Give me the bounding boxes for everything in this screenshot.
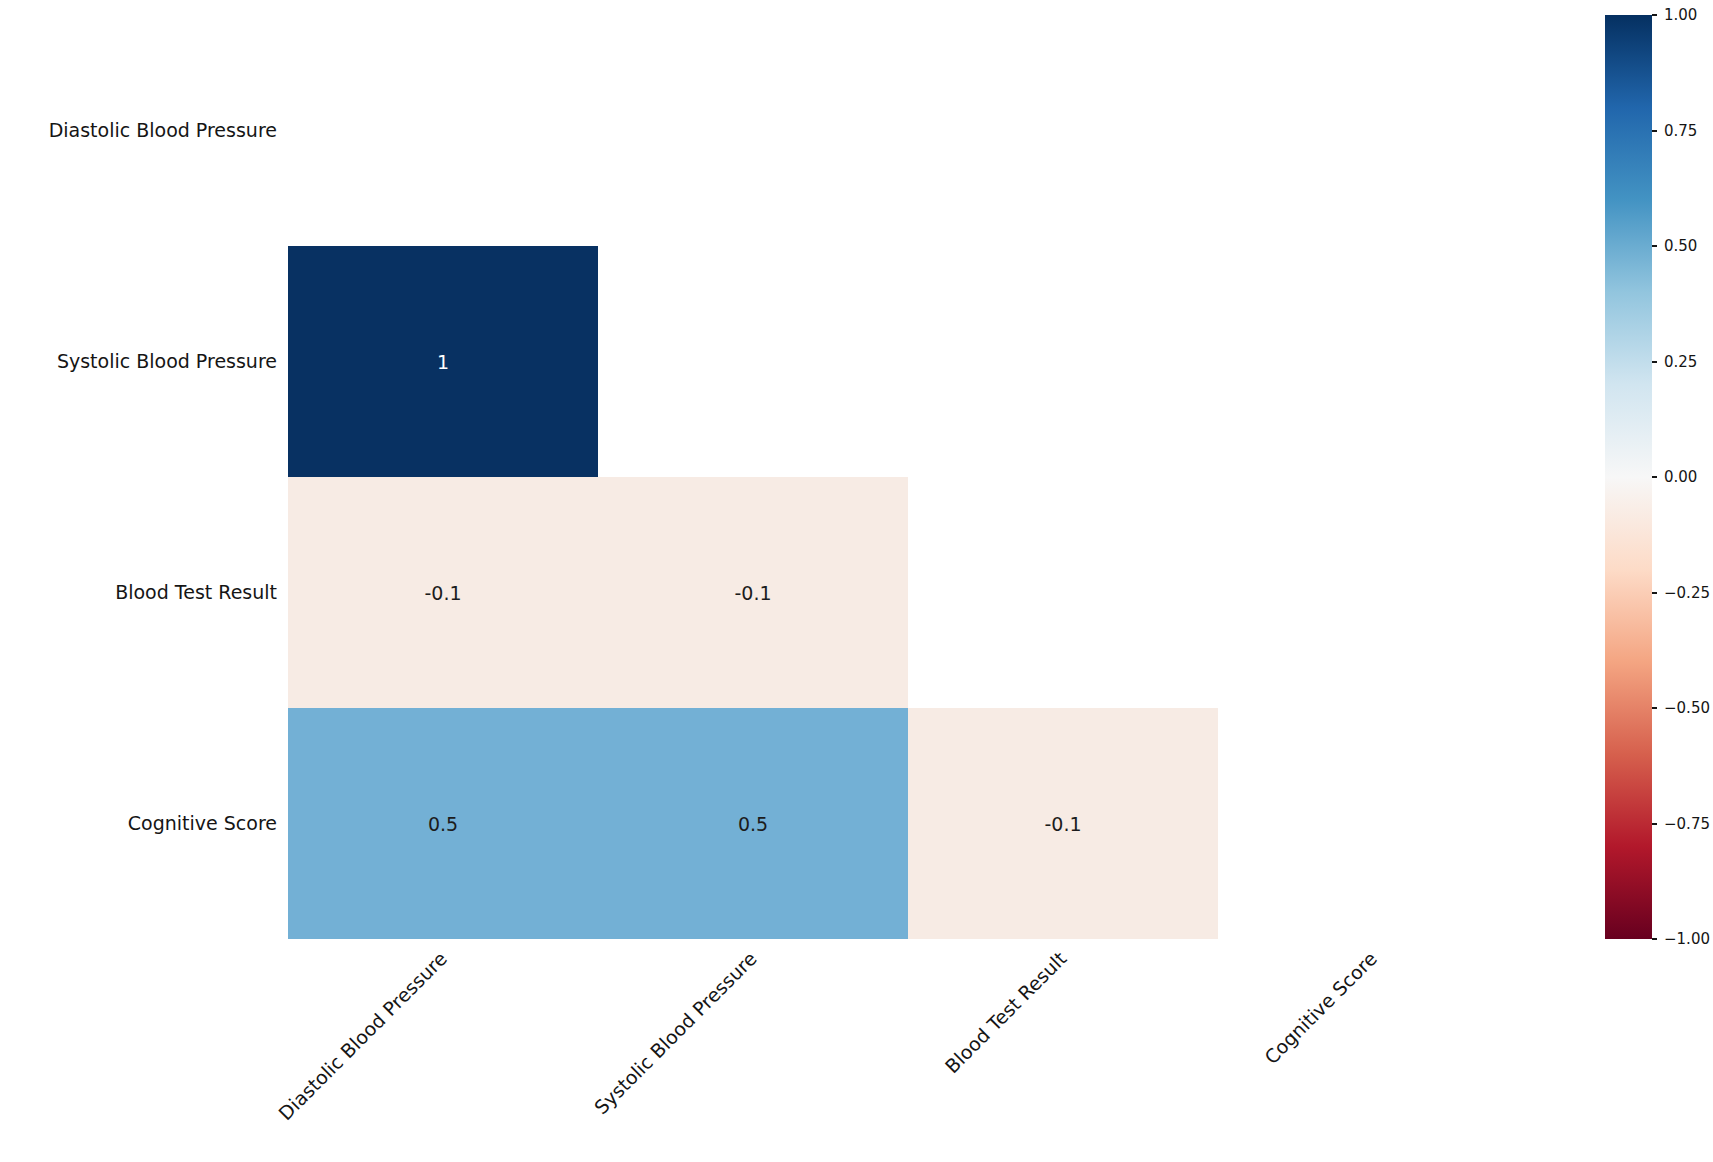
heatmap-cell: -0.1	[598, 477, 908, 708]
colorbar-tick	[1652, 361, 1657, 363]
colorbar-tick-label: 0.25	[1664, 351, 1697, 373]
heatmap-cell: 0.5	[288, 708, 598, 939]
colorbar-tick	[1652, 476, 1657, 478]
cell-value: -0.1	[734, 582, 771, 604]
colorbar-tick-label: −1.00	[1664, 928, 1710, 950]
colorbar-tick-label: 0.50	[1664, 235, 1697, 257]
colorbar-tick	[1652, 823, 1657, 825]
colorbar-tick-label: −0.25	[1664, 582, 1710, 604]
y-tick-label-cognitive-score: Cognitive Score	[128, 812, 277, 834]
heatmap-cell: -0.1	[288, 477, 598, 708]
colorbar-tick-label: −0.75	[1664, 813, 1710, 835]
colorbar-tick	[1652, 130, 1657, 132]
colorbar-tick	[1652, 14, 1657, 16]
cell-value: 1	[437, 351, 449, 373]
x-tick-label-systolic-blood-pressure: Systolic Blood Pressure	[590, 947, 761, 1118]
correlation-heatmap-figure: 1 -0.1 -0.1 0.5 0.5 -0.1 Diastolic Blood…	[0, 0, 1713, 1162]
heatmap-cell: 0.5	[598, 708, 908, 939]
colorbar-tick-label: 0.00	[1664, 466, 1697, 488]
cell-value: -0.1	[424, 582, 461, 604]
colorbar-gradient	[1605, 15, 1652, 939]
y-tick-label-blood-test-result: Blood Test Result	[115, 581, 277, 603]
y-tick-label-systolic-blood-pressure: Systolic Blood Pressure	[57, 350, 277, 372]
colorbar-tick-label: 1.00	[1664, 4, 1697, 26]
y-tick-label-diastolic-blood-pressure: Diastolic Blood Pressure	[49, 119, 277, 141]
x-tick-label-diastolic-blood-pressure: Diastolic Blood Pressure	[274, 947, 451, 1124]
colorbar-tick	[1652, 592, 1657, 594]
heatmap-cell: -0.1	[908, 708, 1218, 939]
colorbar-tick	[1652, 707, 1657, 709]
x-tick-label-cognitive-score: Cognitive Score	[1260, 947, 1381, 1068]
colorbar-tick-label: −0.50	[1664, 697, 1710, 719]
colorbar-tick	[1652, 938, 1657, 940]
cell-value: 0.5	[738, 813, 768, 835]
colorbar-tick	[1652, 245, 1657, 247]
x-tick-label-blood-test-result: Blood Test Result	[941, 947, 1071, 1077]
heatmap-cell: 1	[288, 246, 598, 477]
cell-value: -0.1	[1044, 813, 1081, 835]
colorbar-tick-label: 0.75	[1664, 120, 1697, 142]
cell-value: 0.5	[428, 813, 458, 835]
